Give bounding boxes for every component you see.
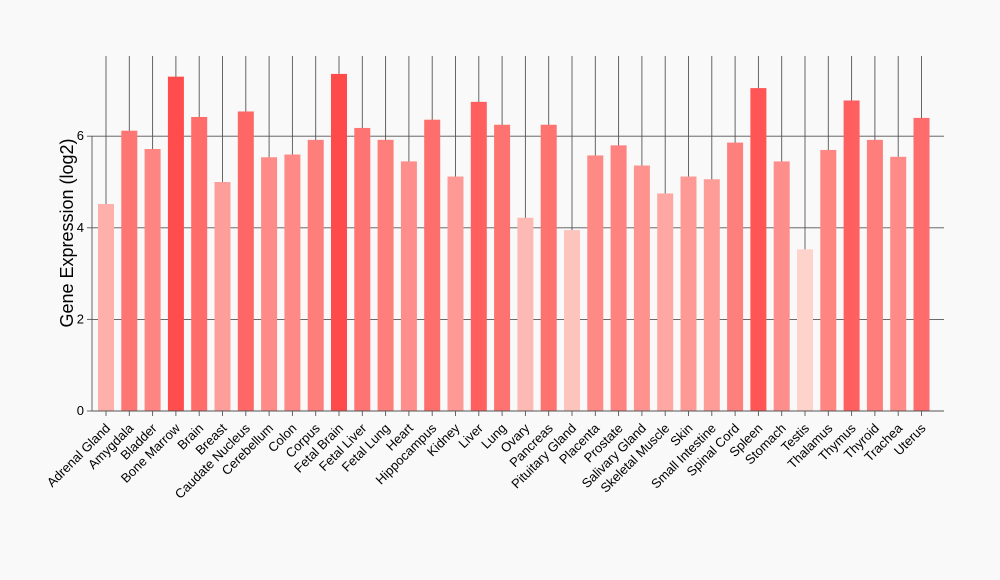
bar [470,101,487,411]
y-axis-title: Gene Expression (log2) [57,138,77,327]
x-tick-label: Liver [455,420,486,451]
bar [237,111,254,411]
bar [913,117,930,411]
bar [866,139,883,411]
bar [98,203,114,411]
bars [98,73,930,412]
y-tick-label: 2 [77,311,84,326]
bar [633,165,650,411]
bar [284,154,301,411]
bar [447,176,464,411]
bar [214,182,231,411]
bar [261,157,278,411]
bar [773,161,790,411]
bar [564,230,580,411]
bar [331,73,347,412]
bar [494,124,511,411]
bar [191,116,208,412]
bar [540,124,557,411]
y-tick-label: 6 [77,128,84,143]
bar [820,149,837,411]
bar [307,139,324,411]
bar [680,176,697,411]
bar [354,127,371,412]
y-tick-label: 4 [77,220,84,235]
bar [610,145,627,412]
bar [167,76,184,411]
bar [797,249,813,411]
bar [121,130,138,412]
bar [843,100,860,411]
bar [890,156,907,411]
bar [727,142,744,411]
y-tick-label: 0 [77,403,84,418]
bar [750,88,767,412]
bar [424,119,441,411]
bar [703,179,720,411]
bar [657,193,674,411]
bar [400,161,417,411]
bar [517,217,534,411]
bar [144,149,161,412]
y-axis: 0 2 4 6 [77,128,93,418]
bar [587,155,604,411]
bar [377,139,394,411]
